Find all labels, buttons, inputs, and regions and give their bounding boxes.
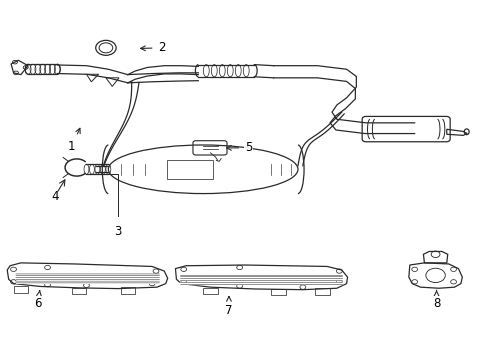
Text: 8: 8 bbox=[432, 291, 439, 310]
Bar bbox=[166, 159, 212, 179]
Text: 6: 6 bbox=[34, 291, 41, 310]
Text: 1: 1 bbox=[68, 128, 80, 153]
Text: 7: 7 bbox=[225, 297, 232, 317]
Text: 4: 4 bbox=[51, 190, 59, 203]
Text: 3: 3 bbox=[114, 225, 122, 238]
Text: 2: 2 bbox=[140, 41, 165, 54]
Text: 5: 5 bbox=[226, 141, 251, 154]
